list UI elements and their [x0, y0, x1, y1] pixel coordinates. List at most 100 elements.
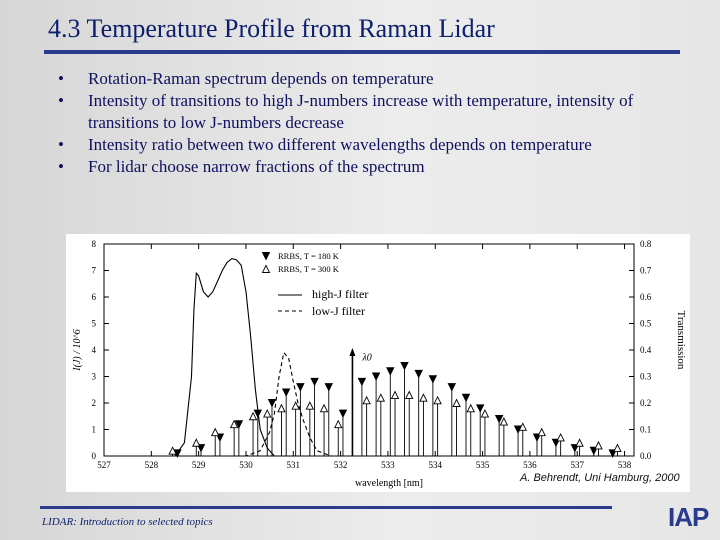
data-point [404, 390, 414, 399]
x-tick-label: 529 [192, 460, 206, 470]
bullet-list: Rotation-Raman spectrum depends on tempe… [58, 68, 698, 178]
raman-spectrum-figure: 527 528 529 530 531 532 533 534 535 536 537 538 0 1 2 3… [66, 234, 690, 492]
data-point [390, 390, 400, 399]
x-tick-label: 537 [570, 460, 584, 470]
data-point [594, 440, 603, 450]
data-point [267, 399, 277, 408]
data-point [499, 417, 509, 426]
bullet-item: Rotation-Raman spectrum depends on tempe… [58, 68, 698, 90]
lambda0-label: λ0 [361, 353, 371, 364]
y2-tick-label: 0.8 [640, 239, 652, 249]
footer-divider [40, 506, 612, 509]
x-tick-label: 536 [523, 460, 537, 470]
legend-point-label: RRBS, T = 180 K [278, 251, 340, 261]
title-divider [44, 50, 680, 54]
data-point [291, 401, 300, 410]
data-point [248, 411, 258, 421]
y-tick-label: 8 [92, 239, 97, 249]
data-point [210, 427, 220, 437]
x-tick-label: 531 [287, 460, 301, 470]
y2-tick-label: 0.3 [640, 372, 652, 382]
data-point [324, 383, 334, 392]
y-tick-label: 0 [92, 451, 97, 461]
y2-tick-label: 0.6 [640, 292, 652, 302]
data-point [480, 409, 490, 418]
slide-title: 4.3 Temperature Profile from Raman Lidar [48, 14, 495, 43]
data-point [277, 403, 286, 413]
data-point [371, 372, 381, 382]
logo-text: IAP [668, 502, 709, 532]
data-point [452, 398, 461, 407]
data-point [229, 419, 239, 429]
bullet-item: Intensity of transitions to high J-numbe… [58, 90, 698, 134]
data-point [263, 409, 272, 418]
data-point [281, 388, 291, 397]
data-point [400, 361, 409, 371]
data-point [386, 367, 395, 376]
data-point [334, 419, 343, 429]
data-point [338, 409, 348, 419]
data-point [296, 383, 305, 392]
data-point [461, 393, 471, 403]
legend-marker [261, 264, 271, 273]
figure-credit: A. Behrendt, Uni Hamburg, 2000 [520, 472, 680, 484]
data-point [575, 438, 584, 447]
data-point [168, 446, 177, 455]
data-point [428, 375, 438, 384]
x-tick-label: 532 [334, 460, 348, 470]
lambda0-arrow [349, 348, 356, 356]
x-tick-label: 527 [97, 460, 111, 470]
y-tick-label: 4 [92, 345, 97, 355]
x-tick-label: 528 [145, 460, 159, 470]
data-point [466, 403, 475, 413]
data-point [419, 393, 428, 402]
y-tick-label: 2 [92, 398, 97, 408]
y-tick-label: 5 [92, 319, 97, 329]
x-tick-label: 534 [429, 460, 443, 470]
y-tick-label: 6 [92, 292, 97, 302]
x-tick-label: 530 [239, 460, 253, 470]
x-axis-label: wavelength [nm] [355, 478, 423, 489]
plot-frame [103, 243, 635, 457]
data-point [319, 403, 329, 413]
y2-tick-label: 0.5 [640, 319, 652, 329]
data-point [310, 377, 319, 387]
y2-tick-label: 0.7 [640, 266, 652, 276]
y-tick-label: 7 [92, 266, 97, 276]
data-point [253, 409, 263, 419]
legend-point-label: RRBS, T = 300 K [278, 264, 340, 274]
y-tick-label: 3 [92, 372, 97, 382]
y2-axis-label: Transmission [675, 311, 687, 370]
y-tick-label: 1 [92, 425, 97, 435]
x-tick-label: 535 [476, 460, 490, 470]
data-point [613, 443, 622, 452]
data-point [357, 377, 367, 387]
footer-text: LIDAR: Introduction to selected topics [42, 516, 213, 528]
iap-logo: IAP [624, 500, 716, 536]
y-axis-label: I(J) / 10^6 [72, 329, 83, 371]
legend-filter-label: low-J filter [312, 304, 365, 318]
data-point [556, 432, 565, 442]
data-point [414, 369, 423, 379]
data-point [518, 422, 528, 431]
legend-filter-label: high-J filter [312, 287, 368, 301]
y2-tick-label: 0.2 [640, 398, 651, 408]
data-point [475, 404, 485, 413]
y2-tick-label: 0.4 [640, 345, 652, 355]
data-point [447, 383, 457, 392]
x-tick-label: 538 [618, 460, 632, 470]
data-point [362, 395, 371, 405]
y2-tick-label: 0.1 [640, 425, 651, 435]
y2-tick-label: 0.0 [640, 451, 652, 461]
data-point [494, 414, 504, 424]
bullet-item: Intensity ratio between two different wa… [58, 134, 698, 156]
x-tick-label: 533 [381, 460, 395, 470]
raman-spectrum-chart: 527 528 529 530 531 532 533 534 535 536 537 538 0 1 2 3… [72, 239, 687, 489]
legend-marker [261, 252, 271, 261]
bullet-item: For lidar choose narrow fractions of the… [58, 156, 698, 178]
data-point [537, 427, 546, 437]
data-point [433, 395, 442, 405]
data-point [234, 420, 244, 429]
data-point [376, 393, 386, 402]
data-point [192, 438, 201, 447]
